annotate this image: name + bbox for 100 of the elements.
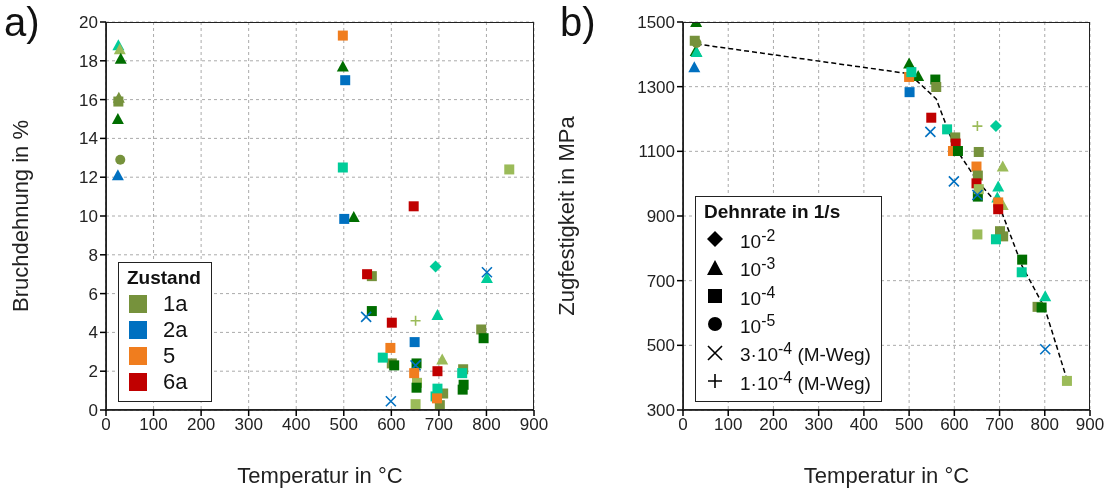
x-tick-label: 800 bbox=[1030, 415, 1059, 435]
annotation: 10$^{-3}$ bbox=[740, 254, 776, 282]
point bbox=[337, 30, 348, 41]
x-tick-label: 100 bbox=[714, 415, 743, 435]
point bbox=[360, 311, 372, 323]
y-tick-label: 500 bbox=[646, 336, 675, 356]
point bbox=[429, 260, 442, 273]
y-tick-label: 2 bbox=[88, 362, 98, 382]
point bbox=[377, 352, 388, 363]
x-tick-label: 500 bbox=[894, 415, 924, 435]
x-tick-label: 300 bbox=[804, 415, 833, 435]
y-tick-label: 1300 bbox=[637, 77, 675, 97]
legend-label: 6a bbox=[163, 369, 188, 395]
y-tick-label: 20 bbox=[79, 13, 98, 33]
x-tick-label: 200 bbox=[186, 415, 216, 435]
x-tick-label: 500 bbox=[329, 415, 358, 435]
x-tick-label: 800 bbox=[472, 415, 501, 435]
x-tick-label: 100 bbox=[139, 415, 168, 435]
point bbox=[115, 154, 126, 165]
point bbox=[1017, 254, 1028, 265]
point bbox=[114, 52, 127, 64]
point bbox=[1036, 302, 1047, 313]
y-tick-label: 700 bbox=[646, 271, 675, 291]
point bbox=[409, 337, 420, 348]
point bbox=[409, 368, 420, 379]
y-tick-label: 0 bbox=[88, 401, 98, 421]
annotation: 10$^{-2}$ bbox=[740, 226, 776, 254]
y-tick-label: 12 bbox=[79, 168, 98, 188]
point bbox=[992, 180, 1005, 192]
point bbox=[457, 368, 468, 379]
x-tick-label: 400 bbox=[282, 415, 311, 435]
legend-label: 2a bbox=[163, 317, 188, 343]
point bbox=[478, 333, 489, 344]
point bbox=[386, 317, 397, 328]
x-tick-label: 600 bbox=[377, 415, 406, 435]
x-axis-title: Temperatur in °C bbox=[803, 463, 970, 488]
point bbox=[432, 366, 443, 377]
y-tick-label: 4 bbox=[88, 323, 98, 343]
point bbox=[385, 342, 396, 353]
point bbox=[504, 164, 515, 175]
x-tick-label: 600 bbox=[940, 415, 969, 435]
point bbox=[411, 382, 422, 393]
annotation: 3·10$^{-4}$ (M-Weg) bbox=[740, 339, 871, 367]
y-tick-label: 300 bbox=[646, 401, 675, 421]
point bbox=[362, 269, 373, 280]
chart-title: a) bbox=[4, 0, 40, 44]
y-tick-label: 1500 bbox=[637, 13, 675, 33]
point bbox=[111, 113, 124, 124]
point bbox=[952, 146, 963, 157]
point bbox=[476, 324, 487, 335]
y-tick-label: 16 bbox=[79, 90, 98, 110]
point bbox=[971, 161, 982, 172]
point bbox=[339, 213, 350, 224]
point bbox=[481, 266, 493, 279]
point bbox=[971, 120, 984, 132]
x-tick-label: 0 bbox=[101, 415, 111, 435]
point bbox=[993, 204, 1004, 215]
legend-title: Zustand bbox=[127, 267, 201, 289]
annotation: 10$^{-5}$ bbox=[740, 311, 776, 339]
point bbox=[113, 96, 124, 107]
point bbox=[337, 162, 348, 173]
x-tick-label: 0 bbox=[678, 415, 688, 435]
y-tick-label: 8 bbox=[88, 245, 98, 265]
point bbox=[340, 75, 351, 86]
point bbox=[385, 395, 397, 408]
y-tick-label: 1100 bbox=[638, 142, 675, 162]
point bbox=[410, 399, 421, 410]
point bbox=[1039, 290, 1052, 302]
y-axis-title: Zugfestigkeit in MPa bbox=[553, 115, 579, 316]
y-tick-label: 18 bbox=[79, 51, 98, 71]
point bbox=[924, 126, 937, 138]
x-tick-label: 700 bbox=[985, 415, 1014, 435]
point bbox=[408, 201, 419, 212]
point bbox=[111, 169, 124, 181]
point bbox=[1039, 343, 1052, 356]
point bbox=[926, 112, 937, 123]
y-tick-label: 14 bbox=[79, 129, 98, 149]
x-tick-label: 400 bbox=[849, 415, 879, 435]
x-tick-label: 300 bbox=[234, 415, 263, 435]
legend-label: 1a bbox=[163, 291, 188, 317]
point bbox=[457, 384, 468, 395]
y-tick-label: 6 bbox=[88, 284, 98, 304]
legend-title: Dehnrate in 1/s bbox=[704, 201, 842, 224]
chart-title: b) bbox=[560, 0, 596, 44]
legend-label: 5 bbox=[163, 343, 176, 369]
x-tick-label: 900 bbox=[519, 415, 549, 435]
y-axis-title: Bruchdehnung in % bbox=[7, 119, 33, 313]
annotation: 10$^{-4}$ bbox=[740, 282, 776, 311]
point bbox=[931, 81, 942, 92]
x-tick-label: 200 bbox=[759, 415, 788, 435]
y-tick-label: 10 bbox=[79, 207, 98, 227]
point bbox=[989, 120, 1002, 133]
x-tick-label: 900 bbox=[1075, 415, 1105, 435]
point bbox=[948, 175, 960, 188]
point bbox=[336, 60, 349, 72]
x-tick-label: 700 bbox=[424, 415, 454, 435]
y-tick-label: 900 bbox=[646, 207, 675, 227]
x-axis-title: Temperatur in °C bbox=[237, 463, 403, 488]
point bbox=[409, 314, 422, 327]
point bbox=[973, 146, 984, 157]
